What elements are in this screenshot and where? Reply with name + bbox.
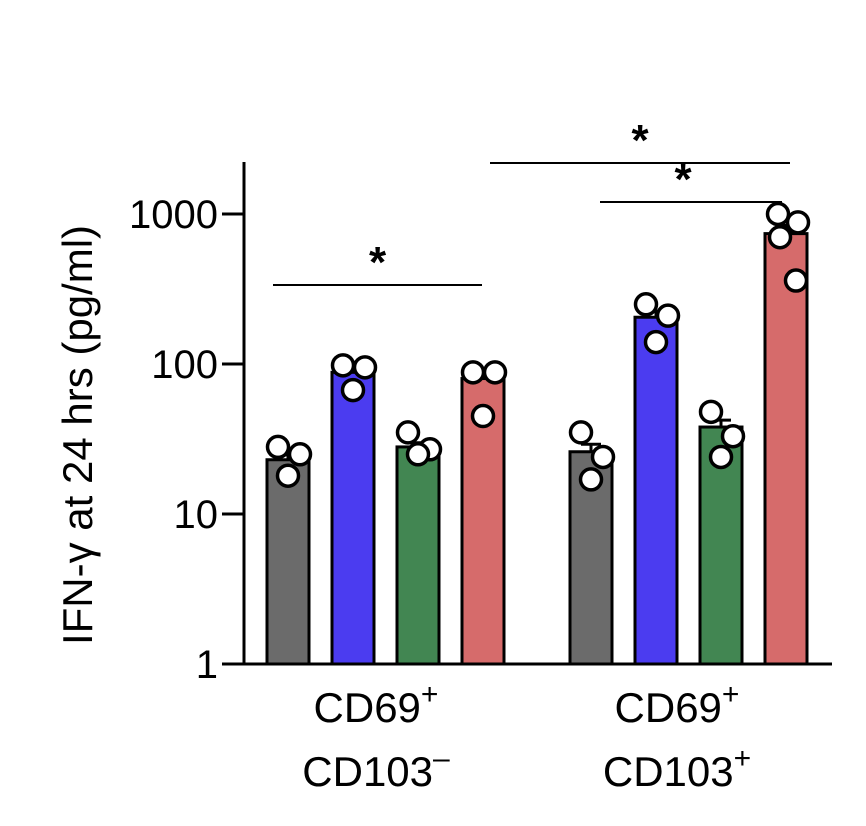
data-point <box>783 268 809 293</box>
data-point <box>460 360 486 385</box>
group-labels: CD69+ CD103– CD69+ CD103+ <box>302 678 751 795</box>
bar <box>330 370 376 666</box>
data-point <box>720 423 746 449</box>
data-point <box>482 360 508 385</box>
data-point <box>765 201 791 227</box>
group-label-line2: CD103+ <box>603 742 751 795</box>
significance-star: * <box>674 155 692 204</box>
data-point <box>785 210 811 235</box>
y-axis-label: IFN-γ at 24 hrs (pg/ml) <box>54 225 101 645</box>
y-ticks: 1 10 100 1000 <box>129 193 244 687</box>
group-label-line1: CD69+ <box>615 678 740 731</box>
data-point <box>655 303 681 328</box>
data-point <box>405 442 431 467</box>
data-point <box>340 377 366 403</box>
group-label-line1: CD69+ <box>314 678 439 731</box>
data-point <box>265 434 291 460</box>
significance-star: * <box>631 116 649 165</box>
data-point <box>275 463 301 488</box>
data-point <box>395 420 421 445</box>
y-tick-label: 1 <box>196 643 218 687</box>
data-point <box>578 467 604 492</box>
bar <box>395 445 441 666</box>
significance-star: * <box>369 238 387 287</box>
data-point <box>287 442 313 467</box>
data-point <box>708 444 734 470</box>
data-point <box>643 329 669 355</box>
bar <box>763 232 809 666</box>
data-point <box>352 355 378 380</box>
data-point <box>698 399 724 425</box>
data-point <box>633 292 659 317</box>
group-label-line2: CD103– <box>302 742 450 795</box>
y-tick-label: 10 <box>174 493 219 537</box>
y-tick-label: 1000 <box>129 193 218 237</box>
data-point <box>568 420 594 445</box>
data-point <box>767 224 793 250</box>
bar <box>265 458 311 666</box>
bar <box>633 315 679 666</box>
significance-markers: * * * <box>273 116 790 287</box>
data-point <box>470 403 496 429</box>
data-point <box>330 353 356 378</box>
bar <box>568 450 614 666</box>
y-tick-label: 100 <box>151 343 218 387</box>
bars <box>265 201 811 666</box>
data-point <box>590 444 616 470</box>
